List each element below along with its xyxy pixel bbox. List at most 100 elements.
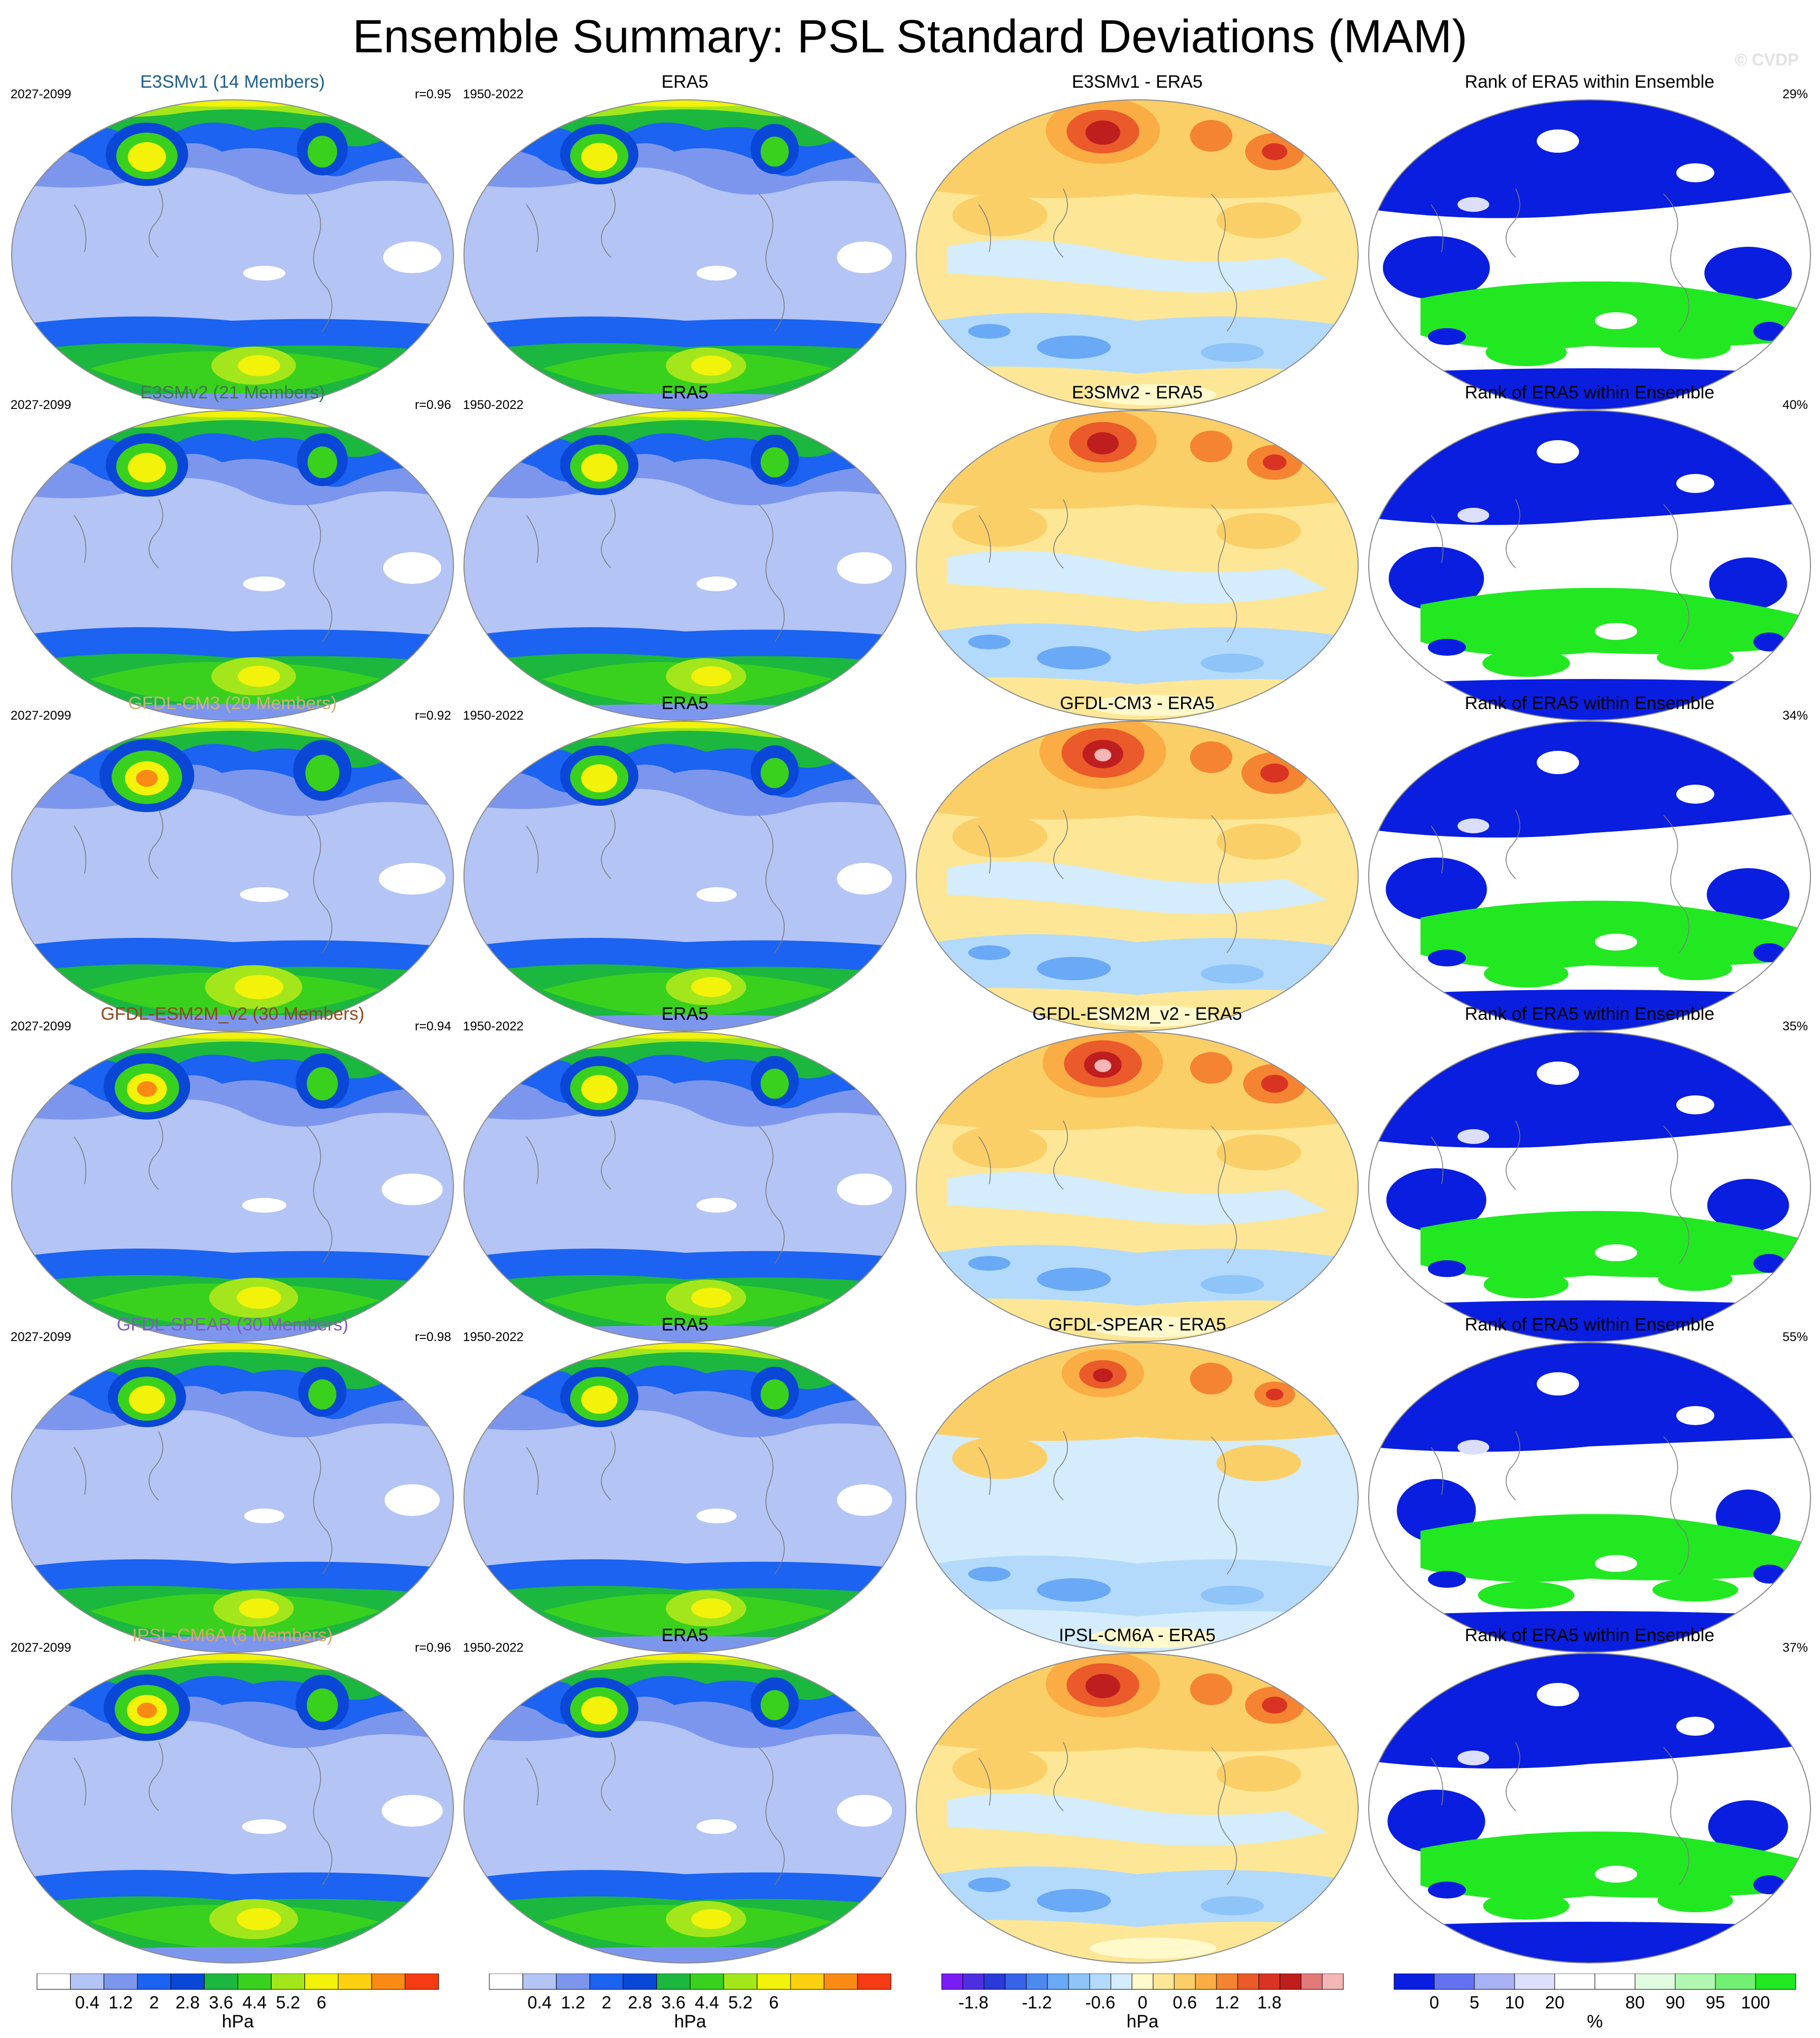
colorbar-swatch [983,1974,1006,1990]
colorbar-swatch [857,1974,892,1990]
rank-percent-label: 37% [1782,1641,1808,1655]
difference-panel-title: E3SMv2 - ERA5 [1072,383,1203,403]
rank-percent-label: 55% [1782,1330,1808,1344]
difference-map [916,1653,1359,1963]
model-std-map [11,1031,454,1342]
obs-std-map [463,1031,906,1342]
colorbar-swatch [1110,1974,1132,1990]
obs-std-map [463,1653,906,1963]
colorbar-swatch [623,1974,657,1990]
colorbar-tick-label: 80 [1626,1993,1645,2012]
colorbar-swatch [237,1974,272,1990]
colorbar-swatch [823,1974,858,1990]
model-period-label: 2027-2099 [11,87,71,101]
model-period-label: 2027-2099 [11,709,71,723]
colorbar-tick-label: 0.6 [1173,1993,1197,2012]
colorbar-swatch [1554,1974,1595,1990]
colorbar-tick-label: 1.8 [1257,1993,1282,2012]
colorbar-unit: hPa [221,2012,254,2032]
colorbar-tick-label: 6 [769,1993,778,2012]
colorbar-tick-label: 100 [1741,1993,1770,2012]
colorbar-swatch [790,1974,824,1990]
colorbar-tick-label: 1.2 [561,1993,585,2012]
rank-percent-label: 35% [1782,1019,1808,1034]
colorbar-swatch [36,1974,71,1990]
colorbar-tick-label: -0.6 [1085,1993,1116,2012]
model-panel-title: GFDL-CM3 (20 Members) [128,693,337,713]
obs-panel-title: ERA5 [661,383,709,403]
colorbar-unit: hPa [1126,2012,1159,2032]
obs-panel-title: ERA5 [661,1315,709,1335]
colorbar-unit: % [1586,2012,1603,2032]
model-std-map [11,1342,454,1653]
obs-period-label: 1950-2022 [463,1641,524,1655]
pattern-correlation-label: r=0.96 [415,1641,451,1655]
colorbar-swatch [1301,1974,1323,1990]
colorbar-swatch [338,1974,372,1990]
colorbar-tick-label: 0 [1429,1993,1439,2012]
colorbar-swatch [556,1974,590,1990]
model-panel-title: GFDL-ESM2M_v2 (30 Members) [100,1004,365,1024]
model-period-label: 2027-2099 [11,1019,71,1034]
rank-panel-title: Rank of ERA5 within Ensemble [1464,693,1715,713]
difference-panel-title: IPSL-CM6A - ERA5 [1058,1625,1216,1645]
model-std-map [11,1653,454,1963]
colorbar-swatch [941,1974,963,1990]
colorbar-tick-label: 4.4 [695,1993,719,2012]
colorbar-swatch [70,1974,105,1990]
colorbar-swatch [1514,1974,1555,1990]
colorbar-swatch [1434,1974,1475,1990]
colorbar-swatch [137,1974,171,1990]
colorbar-tick-label: 10 [1505,1993,1525,2012]
colorbar-swatch [1279,1974,1302,1990]
obs-period-label: 1950-2022 [463,1330,524,1344]
colorbar-swatch [1394,1974,1435,1990]
rank-percent-label: 29% [1782,87,1808,101]
pattern-correlation-label: r=0.92 [415,709,451,723]
obs-period-label: 1950-2022 [463,709,524,723]
colorbar-tick-label: 3.6 [209,1993,233,2012]
colorbar-swatch [1089,1974,1111,1990]
colorbar-swatch [489,1974,523,1990]
obs-std-map [463,1342,906,1653]
page-title: Ensemble Summary: PSL Standard Deviation… [352,10,1468,62]
obs-period-label: 1950-2022 [463,398,524,412]
obs-std-map [463,410,906,721]
colorbar-tick-label: 1.2 [1215,1993,1239,2012]
colorbar-swatch [1026,1974,1048,1990]
colorbar-tick-label: 90 [1666,1993,1685,2012]
colorbar-swatch [1153,1974,1175,1990]
pattern-correlation-label: r=0.94 [415,1019,451,1034]
colorbar-swatch [1005,1974,1027,1990]
colorbar-unit: hPa [674,2012,707,2032]
colorbar-swatch [1675,1974,1716,1990]
model-panel-title: E3SMv1 (14 Members) [140,72,325,92]
difference-panel-title: E3SMv1 - ERA5 [1072,72,1203,92]
model-panel-title: E3SMv2 (21 Members) [140,383,325,403]
colorbar-swatch [170,1974,205,1990]
obs-panel-title: ERA5 [661,693,709,713]
colorbar-tick-label: 1.2 [108,1993,133,2012]
colorbar-tick-label: 0.4 [527,1993,552,2012]
colorbar-tick-label: 2 [149,1993,159,2012]
difference-map [916,99,1359,410]
obs-period-label: 1950-2022 [463,87,524,101]
colorbar-swatch [1474,1974,1515,1990]
colorbar-tick-label: -1.8 [959,1993,989,2012]
colorbar-swatch [1131,1974,1154,1990]
colorbar-tick-label: 6 [317,1993,326,2012]
model-std-map [11,99,454,410]
rank-map [1368,410,1811,721]
colorbar-swatch [204,1974,238,1990]
colorbar-swatch [1174,1974,1196,1990]
std-colorbar-obs: 0.4 1.2 2 2.8 3.6 4.4 5.2 6 [489,1974,892,2012]
difference-panel-title: GFDL-SPEAR - ERA5 [1048,1315,1227,1335]
colorbar-swatch [757,1974,791,1990]
colorbar-swatch [1715,1974,1756,1990]
colorbar-swatch [1755,1974,1796,1990]
colorbar-swatch [405,1974,439,1990]
pattern-correlation-label: r=0.98 [415,1330,451,1344]
colorbar-tick-label: 95 [1706,1993,1725,2012]
colorbar-swatch [1322,1974,1344,1990]
std-colorbar: 0.4 1.2 2 2.8 3.6 4.4 5.2 6 [36,1974,439,2012]
